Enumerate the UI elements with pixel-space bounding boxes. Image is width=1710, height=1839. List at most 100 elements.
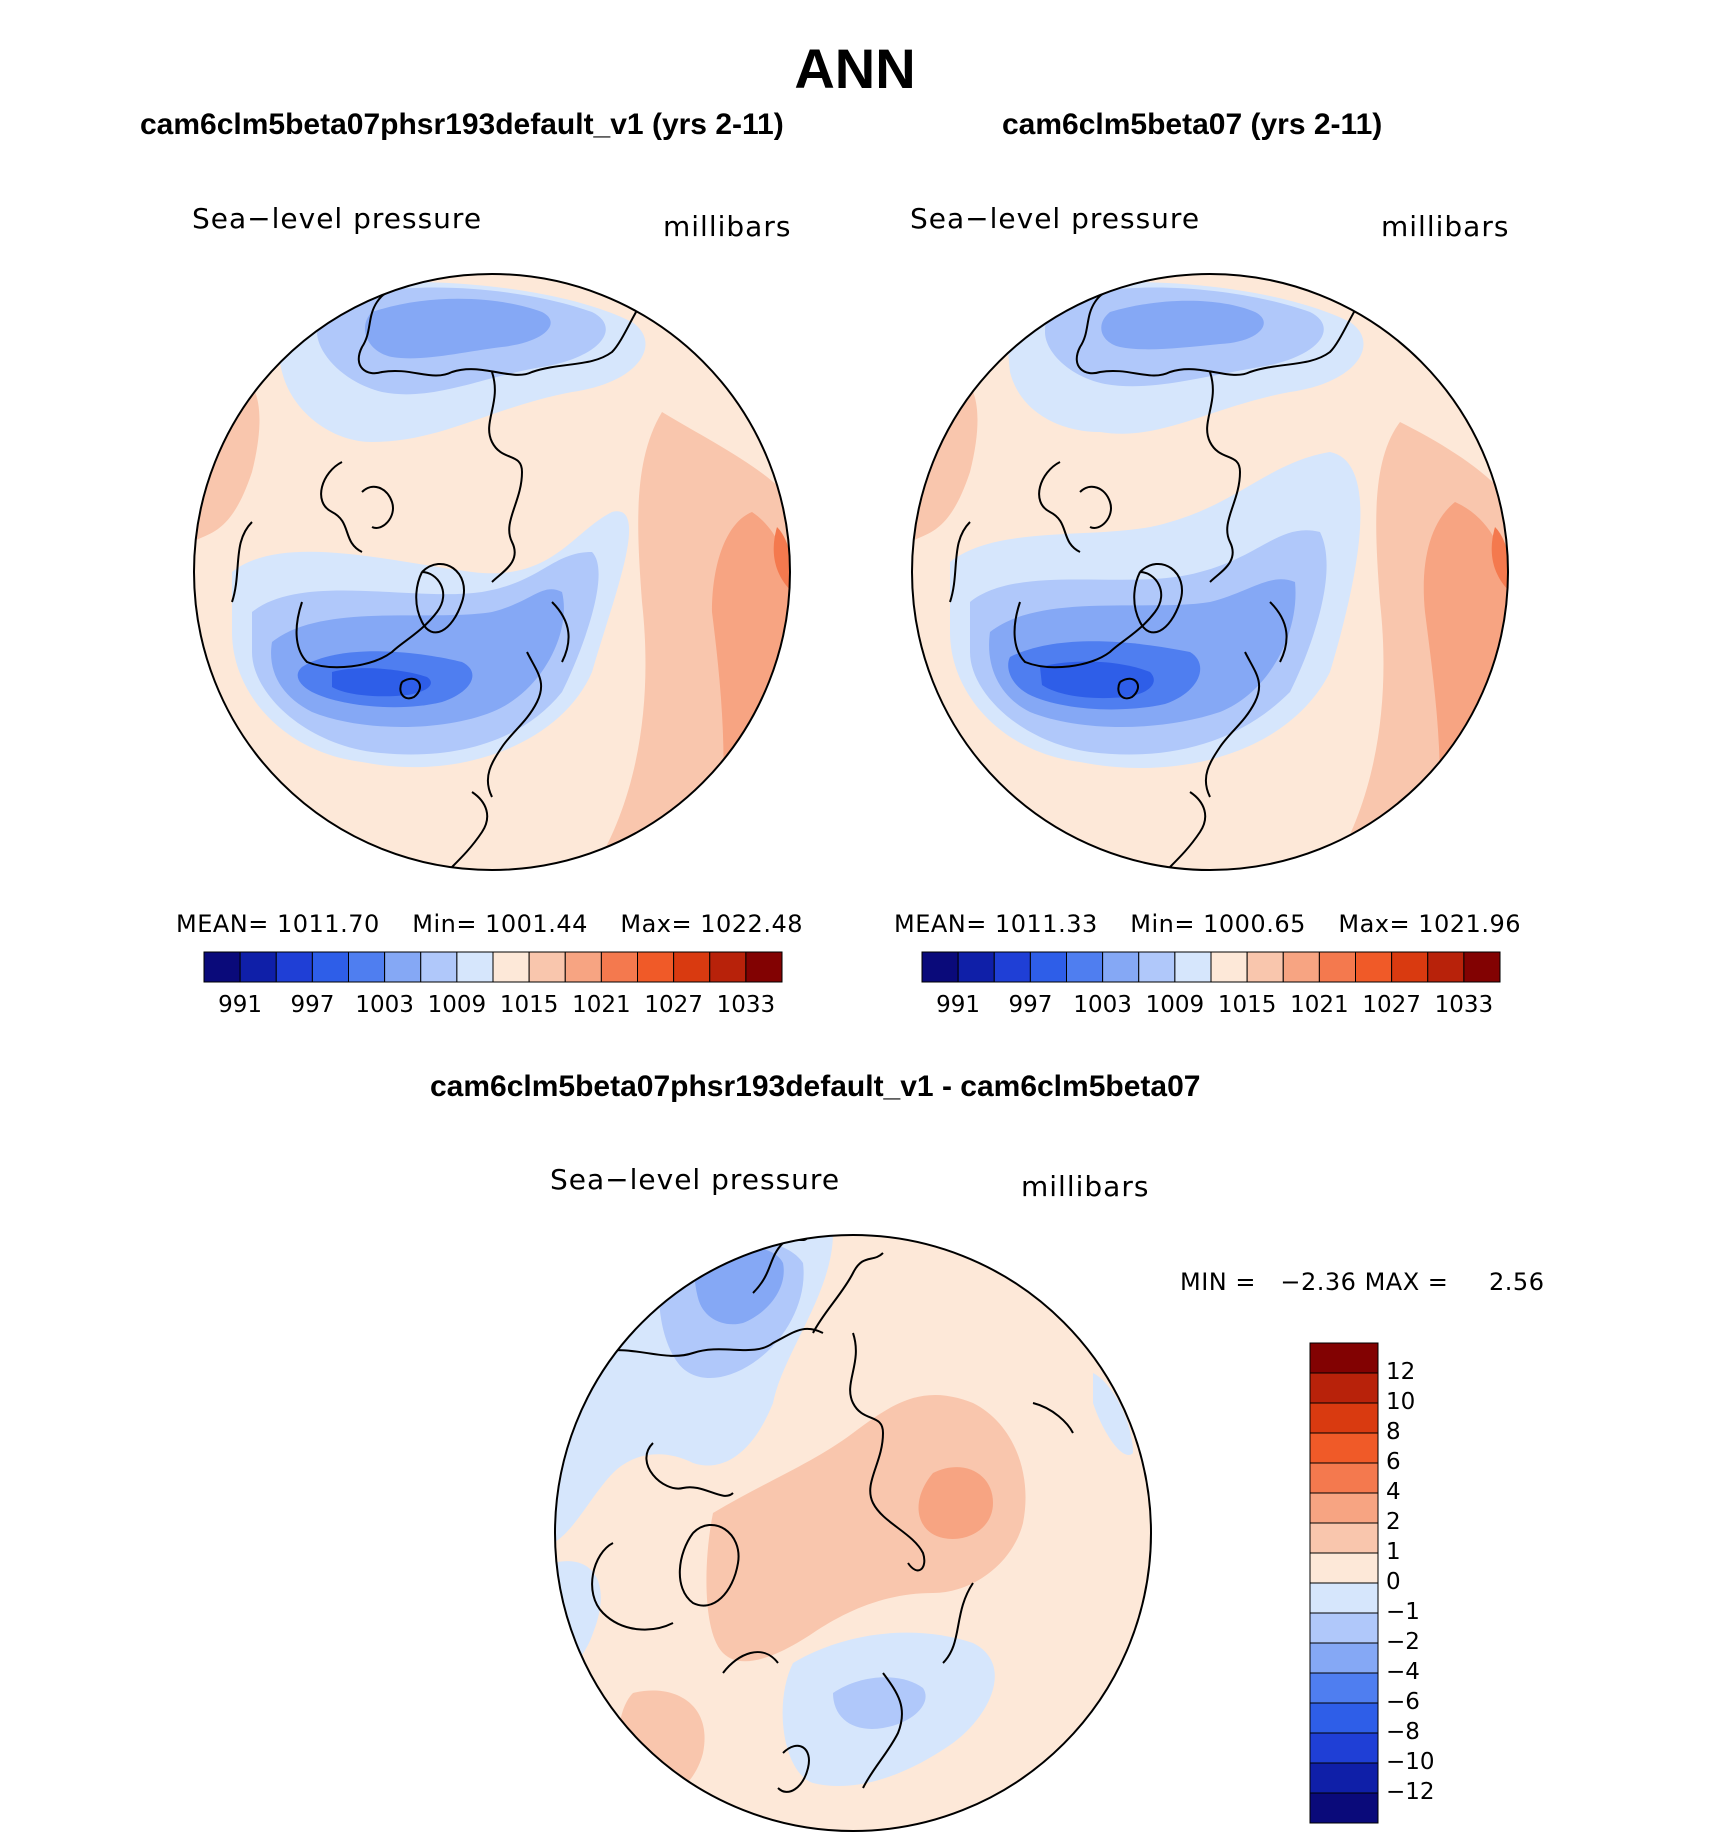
colorbar-tick-label: 1015	[499, 992, 559, 1018]
panel1-filled-contours	[194, 274, 790, 870]
diff-colorbar-swatch	[1309, 1672, 1379, 1704]
diff-colorbar-tick-label: 10	[1386, 1389, 1416, 1415]
diff-colorbar-swatch	[1309, 1462, 1379, 1494]
diff-colorbar-swatch	[1309, 1732, 1379, 1764]
colorbar-swatch	[239, 951, 277, 983]
colorbar-swatch	[1174, 951, 1212, 983]
diff-colorbar-ticks: 12 10 8 6 4 2 1 0 −1 −2 −4 −6 −8 −10 −12	[1386, 1343, 1506, 1823]
panel2-map-border	[911, 273, 1509, 871]
diff-min-value: −2.36	[1280, 1268, 1357, 1296]
panel1-min-label: Min=	[412, 910, 477, 938]
panel1-mean-label: MEAN=	[176, 910, 269, 938]
colorbar-swatch	[957, 951, 995, 983]
colorbar-swatch	[275, 951, 313, 983]
panel1-max-label: Max=	[620, 910, 693, 938]
colorbar-tick-label: 1021	[1290, 992, 1349, 1018]
diff-colorbar-tick-label: 0	[1386, 1569, 1401, 1595]
diff-colorbar-swatch	[1309, 1612, 1379, 1644]
colorbar-tick-label: 1033	[1434, 992, 1494, 1018]
diff-title: cam6clm5beta07phsr193default_v1 - cam6cl…	[430, 1070, 1201, 1103]
diff-colorbar-swatch	[1309, 1552, 1379, 1584]
colorbar-swatch	[1355, 951, 1393, 983]
colorbar-tick-label: 991	[218, 992, 263, 1018]
colorbar-swatch	[1282, 951, 1320, 983]
colorbar-tick-label: 1021	[572, 992, 631, 1018]
colorbar-swatch	[456, 951, 494, 983]
colorbar-swatch	[528, 951, 566, 983]
colorbar-swatch	[673, 951, 711, 983]
colorbar-tick-label: 991	[936, 992, 981, 1018]
diff-colorbar-swatch	[1309, 1342, 1379, 1374]
diff-colorbar-swatch	[1309, 1402, 1379, 1434]
colorbar-swatch	[709, 951, 747, 983]
panel2-min-value: 1000.65	[1203, 910, 1306, 938]
main-title: ANN	[794, 37, 916, 100]
colorbar-tick-label: 1003	[355, 992, 414, 1018]
colorbar-swatch	[993, 951, 1031, 983]
colorbar-swatch	[348, 951, 386, 983]
diff-colorbar-tick-label: −4	[1386, 1659, 1420, 1685]
colorbar-swatch	[600, 951, 639, 983]
diff-colorbar-tick-label: −6	[1386, 1689, 1420, 1715]
colorbar-tick-label: 1033	[716, 992, 776, 1018]
diff-colorbar-tick-label: −1	[1386, 1599, 1420, 1625]
colorbar-tick-label: 1003	[1073, 992, 1132, 1018]
colorbar-swatch	[1210, 951, 1248, 983]
diff-colorbar-swatch	[1309, 1762, 1379, 1794]
diff-map	[554, 1234, 1152, 1832]
colorbar-tick-label: 1027	[1362, 992, 1421, 1018]
panel1-colorbar	[203, 951, 783, 983]
colorbar-swatch	[492, 951, 530, 983]
panel1-mean-value: 1011.70	[277, 910, 380, 938]
diff-colorbar-tick-label: 4	[1386, 1479, 1401, 1505]
panel1-map	[193, 273, 791, 871]
panel2-filled-contours	[912, 274, 1508, 870]
panel1-variable-label: Sea−level pressure	[192, 202, 483, 235]
panel1-min-value: 1001.44	[485, 910, 588, 938]
diff-colorbar	[1309, 1342, 1379, 1824]
diff-colorbar-tick-label: −2	[1386, 1629, 1420, 1655]
colorbar-swatch	[1463, 951, 1501, 983]
diff-stats: MIN = −2.36 MAX = 2.56	[1180, 1268, 1544, 1296]
diff-filled-contours	[555, 1235, 1151, 1831]
diff-max-label: MAX =	[1364, 1268, 1449, 1296]
diff-colorbar-swatch	[1309, 1582, 1379, 1614]
colorbar-tick-label: 1009	[427, 992, 487, 1018]
colorbar-tick-label: 1015	[1217, 992, 1277, 1018]
panel1-case-title: cam6clm5beta07phsr193default_v1 (yrs 2-1…	[140, 108, 784, 141]
panel1-colorbar-ticks: 991 997 1003 1009 1015 1021 1027 1033	[204, 992, 782, 1022]
diff-colorbar-tick-label: 8	[1386, 1419, 1401, 1445]
panel2-colorbar-ticks: 991 997 1003 1009 1015 1021 1027 1033	[922, 992, 1500, 1022]
colorbar-swatch	[1318, 951, 1357, 983]
colorbar-tick-label: 1027	[644, 992, 703, 1018]
panel2-stats: MEAN= 1011.33 Min= 1000.65 Max= 1021.96	[894, 910, 1521, 938]
panel2-case-title: cam6clm5beta07 (yrs 2-11)	[1002, 108, 1383, 141]
diff-colorbar-swatch	[1309, 1432, 1379, 1464]
diff-colorbar-tick-label: −10	[1386, 1749, 1435, 1775]
colorbar-swatch	[384, 951, 422, 983]
diff-colorbar-tick-label: −8	[1386, 1719, 1420, 1745]
colorbar-swatch	[420, 951, 458, 983]
diff-max-value: 2.56	[1489, 1268, 1545, 1296]
colorbar-swatch	[203, 951, 241, 983]
colorbar-tick-label: 997	[290, 992, 335, 1018]
colorbar-swatch	[1138, 951, 1176, 983]
diff-map-border	[554, 1234, 1152, 1832]
diff-colorbar-tick-label: 2	[1386, 1509, 1401, 1535]
colorbar-tick-label: 997	[1008, 992, 1053, 1018]
colorbar-tick-label: 1009	[1145, 992, 1205, 1018]
diff-units-label: millibars	[1021, 1170, 1150, 1203]
panel1-stats: MEAN= 1011.70 Min= 1001.44 Max= 1022.48	[176, 910, 803, 938]
panel2-variable-label: Sea−level pressure	[910, 202, 1201, 235]
colorbar-swatch	[1102, 951, 1140, 983]
panel2-max-label: Max=	[1338, 910, 1411, 938]
panel2-min-label: Min=	[1130, 910, 1195, 938]
panel1-map-border	[193, 273, 791, 871]
diff-colorbar-tick-label: 1	[1386, 1539, 1401, 1565]
colorbar-swatch	[921, 951, 959, 983]
diff-colorbar-tick-label: 6	[1386, 1449, 1401, 1475]
diff-colorbar-swatch	[1309, 1522, 1379, 1554]
panel2-map	[911, 273, 1509, 871]
diff-colorbar-swatch	[1309, 1792, 1379, 1824]
colorbar-swatch	[1391, 951, 1429, 983]
